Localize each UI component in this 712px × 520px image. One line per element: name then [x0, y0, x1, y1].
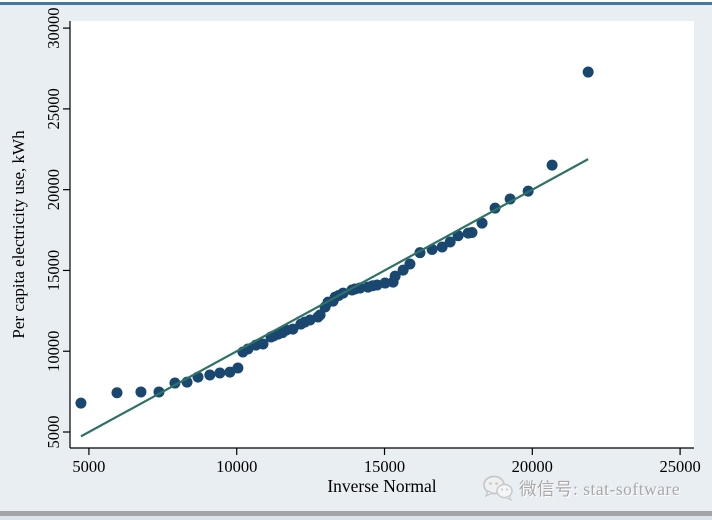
watermark-text: 微信号: stat-software [519, 478, 681, 499]
window-top-border [0, 2, 712, 5]
data-point [466, 226, 478, 238]
data-point [504, 193, 516, 205]
data-point [214, 367, 226, 379]
y-tick-label: 10000 [44, 331, 63, 372]
x-tick-label: 15000 [364, 457, 405, 476]
window-bottom-bar [0, 511, 712, 516]
data-point [546, 159, 558, 171]
data-point [476, 217, 488, 229]
data-point [75, 397, 87, 409]
x-tick-label: 20000 [512, 457, 553, 476]
y-tick-label: 15000 [44, 250, 63, 291]
data-point [111, 387, 123, 399]
data-point [404, 258, 416, 270]
y-tick-label: 30000 [44, 7, 63, 48]
watermark: 微信号: stat-software [483, 474, 680, 502]
data-point [436, 241, 448, 253]
y-tick-label: 20000 [44, 169, 63, 210]
y-tick-label: 25000 [44, 88, 63, 129]
y-tick-label: 5000 [44, 416, 63, 449]
window-top-edge [0, 0, 712, 2]
data-point [287, 323, 299, 335]
data-point [389, 270, 401, 282]
x-axis-title: Inverse Normal [327, 476, 436, 496]
data-point [135, 386, 147, 398]
x-tick-label: 10000 [216, 457, 257, 476]
wechat-icon [483, 475, 513, 501]
data-point [314, 309, 326, 321]
plot-area [70, 21, 694, 448]
window-bottom-edge [0, 516, 712, 520]
data-point [204, 369, 216, 381]
data-point [582, 66, 594, 78]
data-point [379, 277, 391, 289]
data-point [444, 236, 456, 248]
y-axis-title: Per capita electricity use, kWh [9, 130, 28, 339]
reference-line [80, 158, 589, 438]
x-tick-label: 5000 [72, 457, 105, 476]
data-point [232, 362, 244, 374]
x-tick-label: 25000 [659, 457, 700, 476]
data-point [257, 338, 269, 350]
